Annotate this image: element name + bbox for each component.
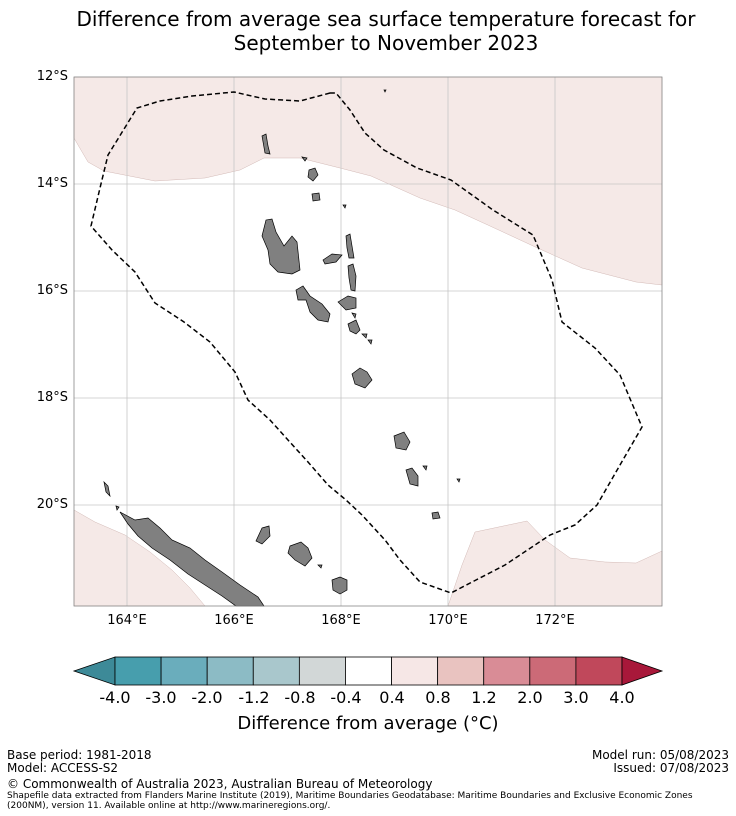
island-malekula [295, 285, 331, 323]
colorbar-segment [391, 656, 439, 686]
island-torres [261, 133, 271, 155]
lat-label-18s: 18°S [36, 390, 68, 405]
island-epi [347, 319, 361, 335]
colorbar-label: -0.8 [284, 688, 316, 707]
island-pentecost [347, 263, 357, 292]
island-mare [331, 576, 348, 595]
island-efate [351, 367, 373, 389]
colorbar-segment [252, 656, 300, 686]
colorbar-title: Difference from average (°C) [237, 713, 499, 734]
island-emae [367, 339, 373, 345]
land-masses [103, 89, 461, 607]
map-frame [73, 76, 663, 607]
lon-label-168e: 168°E [321, 613, 361, 628]
island-surprise [115, 505, 120, 511]
island-hunter [383, 89, 387, 93]
colorbar-segment [114, 656, 162, 686]
island-ureparapara [307, 167, 319, 182]
colorbar-label: 1.2 [471, 688, 497, 707]
base-period: Base period: 1981-2018 [7, 748, 152, 762]
colorbar-label: 0.8 [425, 688, 451, 707]
colorbar-segment [437, 656, 485, 686]
island-vanua-lava [311, 192, 321, 202]
colorbar-label: 0.4 [379, 688, 405, 707]
island-ambae [322, 253, 343, 265]
island-ambrym [337, 295, 357, 311]
lat-label-14s: 14°S [36, 176, 68, 191]
colorbar-label: -1.2 [238, 688, 270, 707]
island-shepherds [361, 333, 368, 339]
island-paama [351, 312, 357, 319]
lon-label-172e: 172°E [535, 613, 575, 628]
lon-label-170e: 170°E [428, 613, 468, 628]
colorbar-high-extend [621, 656, 664, 686]
colorbar-segment [575, 656, 623, 686]
lon-label-164e: 164°E [107, 613, 147, 628]
colorbar-label: -2.0 [191, 688, 223, 707]
source-line-2: (200NM), version 11. Available online at… [7, 801, 331, 811]
island-lifou [287, 541, 313, 567]
colorbar-low-extend [72, 656, 116, 686]
island-small-banks [301, 156, 308, 162]
island-maewo [345, 233, 355, 259]
island-tiga [317, 564, 323, 569]
island-futuna [456, 478, 461, 483]
island-tanna [405, 467, 419, 487]
island-new-caledonia [119, 511, 265, 607]
colorbar-segment [483, 656, 531, 686]
gridlines [74, 77, 662, 606]
colorbar-label: -3.0 [145, 688, 177, 707]
lat-label-20s: 20°S [36, 497, 68, 512]
issued-date: Issued: 07/08/2023 [613, 761, 729, 775]
colorbar-label: 2.0 [517, 688, 543, 707]
colorbar-segments [114, 656, 623, 686]
model-name: Model: ACCESS-S2 [7, 761, 119, 775]
source-line-1: Shapefile data extracted from Flanders M… [7, 791, 693, 801]
island-belep [103, 480, 111, 498]
colorbar-segment [345, 656, 392, 686]
island-ouvea [255, 525, 271, 545]
island-erromango [393, 431, 411, 451]
lat-label-12s: 12°S [36, 69, 68, 84]
lat-label-16s: 16°S [36, 283, 68, 298]
eez-boundary [90, 91, 643, 594]
colorbar-segment [160, 656, 208, 686]
lon-label-166e: 166°E [214, 613, 254, 628]
chart-title: Difference from average sea surface temp… [0, 7, 736, 55]
title-line-2: September to November 2023 [233, 31, 539, 55]
copyright: © Commonwealth of Australia 2023, Austra… [7, 777, 433, 791]
island-aneityum [431, 511, 441, 520]
colorbar-label: 4.0 [609, 688, 635, 707]
colorbar-segment [298, 656, 346, 686]
title-line-1: Difference from average sea surface temp… [76, 7, 696, 31]
colorbar-segment [206, 656, 254, 686]
island-merelava [342, 204, 347, 209]
colorbar-label: -0.4 [330, 688, 362, 707]
island-aniwa [422, 465, 428, 471]
colorbar-label: 3.0 [563, 688, 589, 707]
island-espiritu-santo [261, 218, 301, 275]
colorbar-label: -4.0 [99, 688, 131, 707]
colorbar-segment [529, 656, 577, 686]
model-run: Model run: 05/08/2023 [591, 748, 729, 762]
colorbar [72, 656, 664, 686]
anomaly-region-north [73, 76, 663, 286]
